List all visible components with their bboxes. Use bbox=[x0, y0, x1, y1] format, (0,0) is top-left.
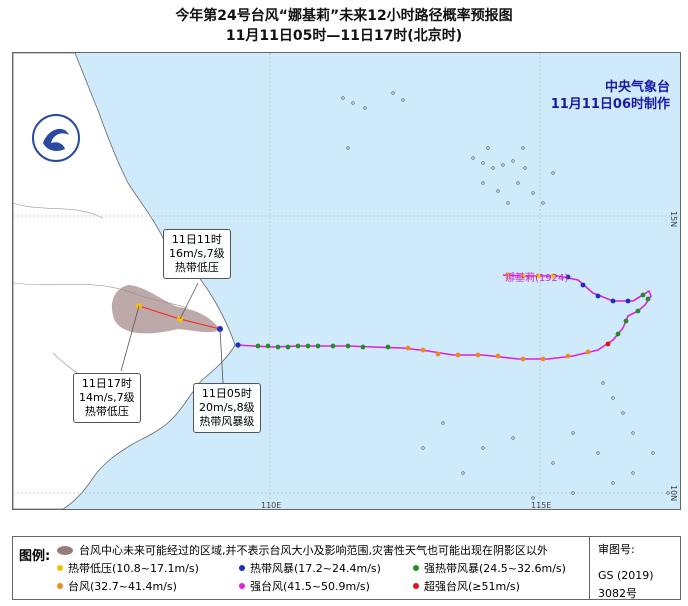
land-mass bbox=[13, 53, 236, 509]
prob-area-swatch bbox=[57, 545, 73, 555]
td-dot bbox=[57, 565, 63, 571]
legend-title: 图例: bbox=[19, 549, 51, 564]
legend-item-superty: 超强台风(≥51m/s) bbox=[413, 578, 520, 594]
forecast-callout-17h: 11日17时 14m/s,7级 热带低压 bbox=[73, 373, 141, 423]
storm-name-label: 娜基莉(1924) bbox=[505, 273, 569, 284]
callout-wind: 16m/s,7级 bbox=[169, 247, 225, 260]
map-canvas bbox=[13, 53, 680, 509]
title-line-1: 今年第24号台风“娜基莉”未来12小时路径概率预报图 bbox=[175, 8, 513, 24]
map-review-number: 审图号: GS (2019) 3082号 bbox=[589, 537, 680, 600]
ts-dot bbox=[239, 565, 245, 571]
ty-dot bbox=[57, 583, 63, 589]
prob-area-text: 台风中心未来可能经过的区域,并不表示台风大小及影响范围,灾害性天气也可能出现在阴… bbox=[79, 544, 548, 557]
callout-time: 11日17时 bbox=[81, 377, 132, 390]
legend-item-ts: 热带风暴(17.2~24.4m/s) bbox=[239, 560, 381, 576]
islands bbox=[341, 91, 670, 500]
legend-item-label: 超强台风(≥51m/s) bbox=[424, 580, 520, 593]
legend-panel: 图例: 台风中心未来可能经过的区域,并不表示台风大小及影响范围,灾害性天气也可能… bbox=[12, 536, 681, 600]
callout-wind: 14m/s,7级 bbox=[79, 391, 135, 404]
agency-name: 中央气象台 bbox=[604, 80, 670, 95]
legend-item-label: 强热带风暴(24.5~32.6m/s) bbox=[424, 562, 566, 575]
lon-label-110e: 110E bbox=[261, 501, 282, 510]
callout-category: 热带低压 bbox=[174, 261, 219, 274]
review-number: GS (2019) 3082号 bbox=[598, 569, 654, 600]
map-area: 中央气象台 11月11日06时制作 15N 10N 110E 115E 娜基莉(… bbox=[12, 52, 681, 510]
lat-label-10n: 10N bbox=[669, 485, 678, 502]
cma-logo bbox=[31, 113, 81, 163]
legend-item-ty: 台风(32.7~41.4m/s) bbox=[57, 578, 177, 594]
lat-label-15n: 15N bbox=[669, 211, 678, 228]
callout-category: 热带低压 bbox=[84, 405, 129, 418]
title-line-2: 11月11日05时—11日17时(北京时) bbox=[225, 28, 463, 44]
sty-dot bbox=[239, 583, 245, 589]
map-title: 今年第24号台风“娜基莉”未来12小时路径概率预报图 11月11日05时—11日… bbox=[0, 6, 688, 46]
review-title: 审图号: bbox=[598, 543, 635, 556]
probability-area bbox=[111, 285, 220, 334]
callout-time: 11日11时 bbox=[171, 233, 222, 246]
legend-item-label: 热带低压(10.8~17.1m/s) bbox=[68, 562, 199, 575]
callout-category: 热带风暴级 bbox=[199, 415, 255, 428]
superty-dot bbox=[413, 583, 419, 589]
legend-item-sty: 强台风(41.5~50.9m/s) bbox=[239, 578, 370, 594]
sts-dot bbox=[413, 565, 419, 571]
issuing-agency: 中央气象台 11月11日06时制作 bbox=[551, 79, 670, 113]
current-callout-05h: 11日05时 20m/s,8级 热带风暴级 bbox=[193, 383, 261, 433]
lon-label-115e: 115E bbox=[531, 501, 552, 510]
legend-item-label: 强台风(41.5~50.9m/s) bbox=[250, 580, 370, 593]
forecast-callout-11h: 11日11时 16m/s,7级 热带低压 bbox=[163, 229, 231, 279]
legend-item-label: 热带风暴(17.2~24.4m/s) bbox=[250, 562, 381, 575]
legend-item-label: 台风(32.7~41.4m/s) bbox=[68, 580, 177, 593]
issue-time: 11月11日06时制作 bbox=[550, 97, 670, 112]
callout-wind: 20m/s,8级 bbox=[199, 401, 255, 414]
callout-time: 11日05时 bbox=[201, 387, 252, 400]
legend-item-td: 热带低压(10.8~17.1m/s) bbox=[57, 560, 199, 576]
legend-prob-area: 台风中心未来可能经过的区域,并不表示台风大小及影响范围,灾害性天气也可能出现在阴… bbox=[57, 542, 548, 558]
legend-item-sts: 强热带风暴(24.5~32.6m/s) bbox=[413, 560, 566, 576]
storm-track bbox=[237, 274, 652, 360]
